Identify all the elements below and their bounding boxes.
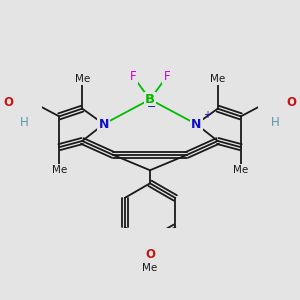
- Text: N: N: [191, 118, 201, 130]
- Text: O: O: [3, 96, 14, 109]
- Text: O: O: [286, 96, 297, 109]
- Text: Me: Me: [52, 165, 67, 175]
- Text: O: O: [145, 248, 155, 261]
- Text: H: H: [20, 116, 29, 129]
- Text: N: N: [99, 118, 109, 130]
- Text: F: F: [164, 70, 170, 83]
- Text: Me: Me: [75, 74, 90, 84]
- Text: Me: Me: [233, 165, 248, 175]
- Text: −: −: [147, 102, 156, 112]
- Text: Me: Me: [210, 74, 225, 84]
- Text: B: B: [145, 93, 155, 106]
- Text: H: H: [271, 116, 280, 129]
- Text: +: +: [203, 110, 211, 120]
- Text: Me: Me: [142, 263, 158, 273]
- Text: F: F: [130, 70, 136, 83]
